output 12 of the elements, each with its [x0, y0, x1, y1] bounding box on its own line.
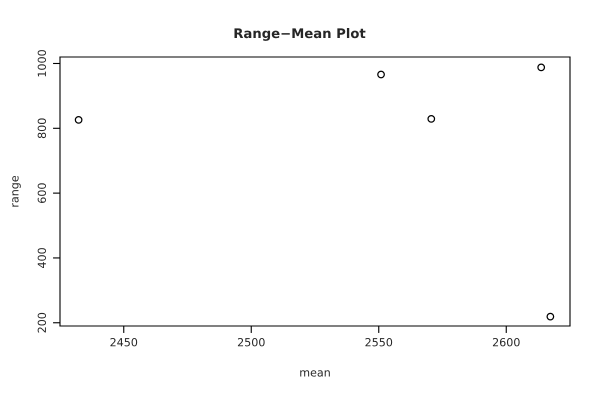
- y-tick-label: 600: [38, 183, 46, 203]
- y-tick-label: 800: [38, 118, 46, 138]
- y-tick-label: 1000: [38, 50, 46, 76]
- x-tick-label: 2500: [238, 338, 265, 346]
- x-axis-title: mean: [300, 370, 330, 377]
- y-tick-label: 200: [38, 312, 46, 333]
- chart-title: Range−Mean Plot: [234, 28, 366, 41]
- x-tick-label: 2450: [110, 338, 138, 346]
- x-tick-label: 2550: [365, 338, 392, 346]
- x-tick-label: 2600: [492, 338, 520, 346]
- y-axis-title: range: [12, 176, 21, 207]
- y-tick-label: 400: [38, 248, 46, 268]
